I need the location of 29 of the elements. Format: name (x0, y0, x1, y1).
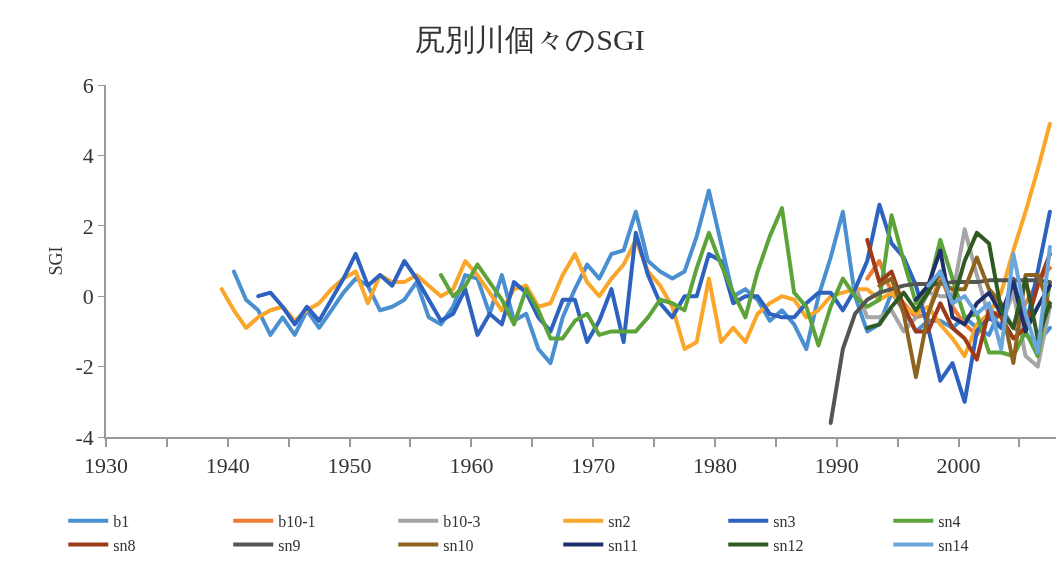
y-tick-label: 4 (82, 143, 94, 169)
y-tick-label: 0 (82, 283, 94, 309)
x-tick-label: 1940 (205, 453, 250, 479)
y-tick-label: 2 (82, 213, 94, 239)
legend-label: sn8 (113, 536, 136, 554)
legend-label: sn14 (938, 536, 969, 554)
legend-label: b1 (113, 513, 130, 531)
x-tick-label: 1930 (84, 453, 128, 479)
x-tick-label: 1960 (449, 453, 494, 479)
x-tick-label: 1990 (814, 453, 859, 479)
y-axis-title: SGI (46, 246, 67, 276)
x-tick-label: 1980 (692, 453, 737, 479)
legend-label: sn11 (608, 536, 638, 554)
legend-label: sn3 (773, 513, 796, 531)
legend-label: sn2 (608, 513, 631, 531)
x-tick-label: 1950 (327, 453, 372, 479)
y-tick-label: 6 (82, 72, 94, 98)
legend-label: sn12 (773, 536, 804, 554)
legend-label: b10-1 (278, 513, 316, 531)
line-series (926, 244, 1052, 355)
chart-title: 尻別川個々のSGI (415, 22, 645, 56)
y-tick-label: -2 (75, 354, 94, 380)
legend-label: b10-3 (443, 513, 481, 531)
y-tick-label: -4 (75, 424, 94, 450)
legend-label: sn10 (443, 536, 474, 554)
legend-label: sn9 (278, 536, 301, 554)
x-tick-label: 2000 (936, 453, 981, 479)
legend-label: sn4 (938, 513, 961, 531)
x-tick-label: 1970 (571, 453, 616, 479)
